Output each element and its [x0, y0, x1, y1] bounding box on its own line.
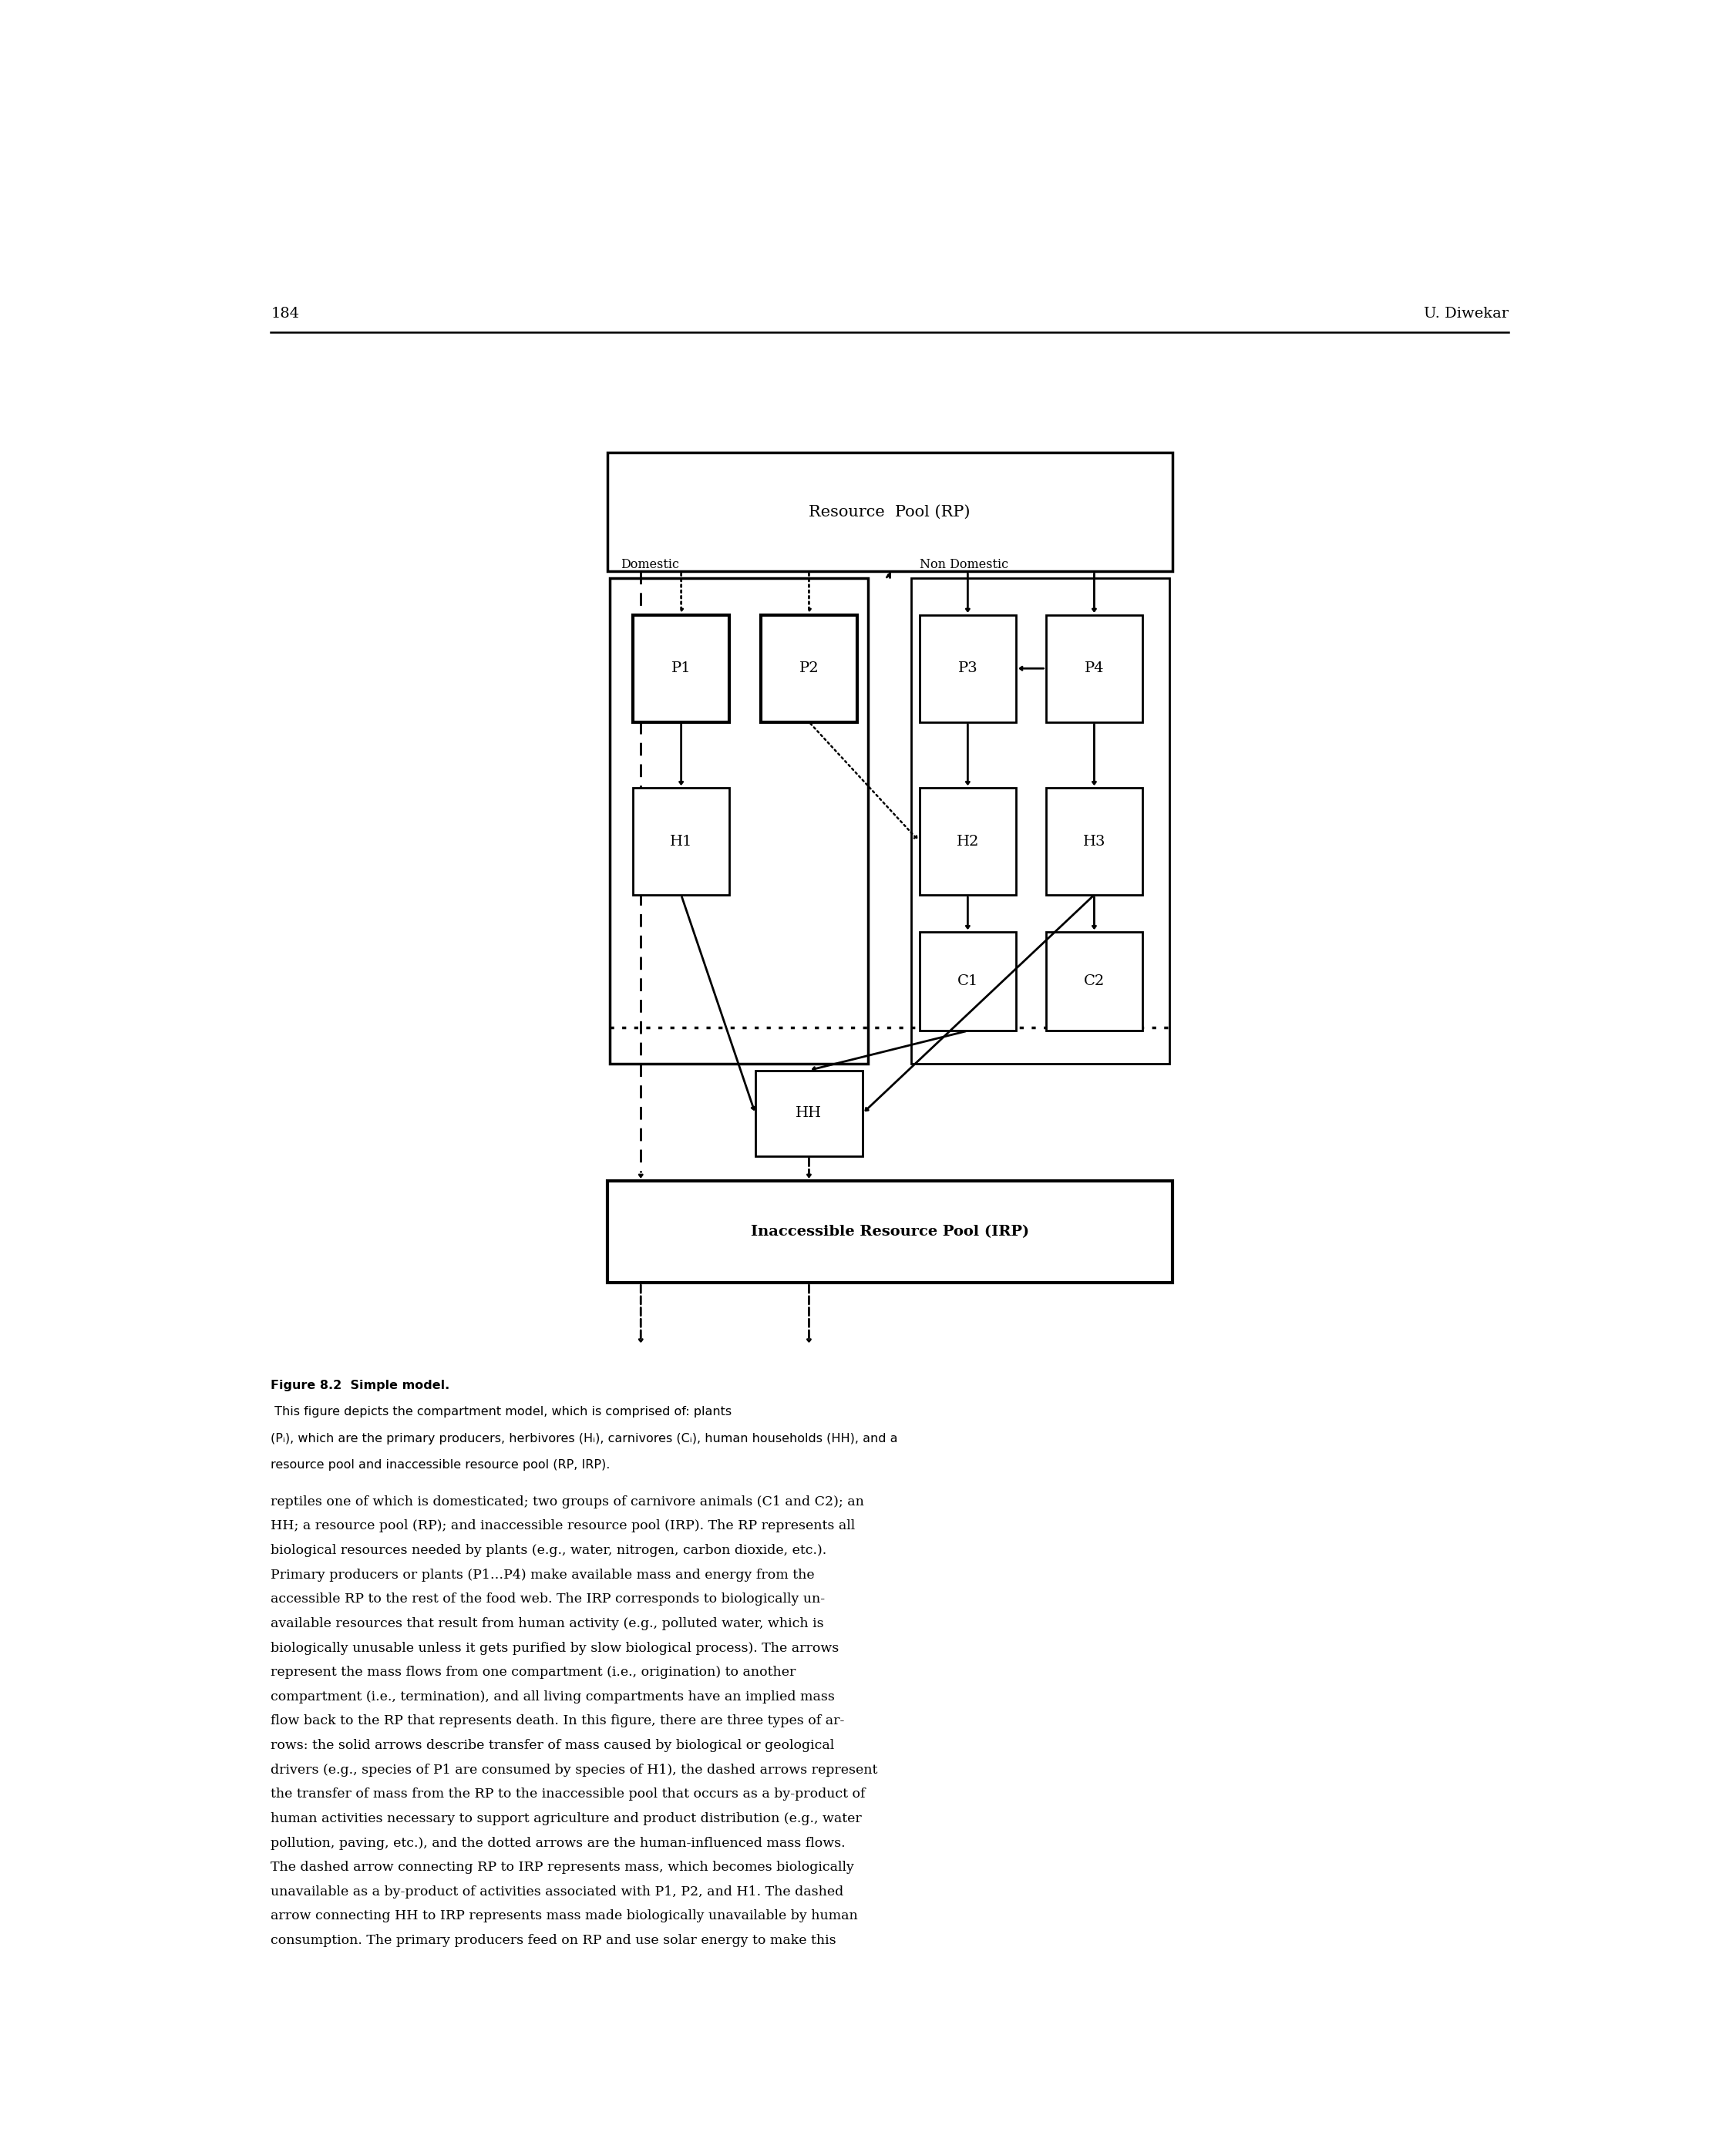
Text: P1: P1: [672, 661, 691, 676]
FancyBboxPatch shape: [1045, 787, 1142, 894]
Text: P2: P2: [799, 661, 819, 676]
FancyBboxPatch shape: [632, 614, 729, 723]
Text: H3: H3: [1083, 834, 1106, 849]
FancyBboxPatch shape: [920, 787, 1016, 894]
FancyBboxPatch shape: [920, 933, 1016, 1031]
Text: H2: H2: [957, 834, 979, 849]
Text: HH: HH: [795, 1106, 823, 1121]
Text: resource pool and inaccessible resource pool (RP, IRP).: resource pool and inaccessible resource …: [271, 1459, 611, 1472]
FancyBboxPatch shape: [609, 578, 868, 1063]
FancyBboxPatch shape: [608, 453, 1172, 571]
Text: 184: 184: [271, 308, 299, 321]
Text: pollution, paving, etc.), and the dotted arrows are the human-influenced mass fl: pollution, paving, etc.), and the dotted…: [271, 1837, 845, 1850]
Text: available resources that result from human activity (e.g., polluted water, which: available resources that result from hum…: [271, 1617, 825, 1630]
Text: represent the mass flows from one compartment (i.e., origination) to another: represent the mass flows from one compar…: [271, 1666, 797, 1679]
Text: accessible RP to the rest of the food web. The IRP corresponds to biologically u: accessible RP to the rest of the food we…: [271, 1594, 825, 1606]
FancyBboxPatch shape: [911, 578, 1170, 1063]
Text: reptiles one of which is domesticated; two groups of carnivore animals (C1 and C: reptiles one of which is domesticated; t…: [271, 1495, 865, 1508]
Text: This figure depicts the compartment model, which is comprised of: plants: This figure depicts the compartment mode…: [271, 1405, 733, 1418]
Text: the transfer of mass from the RP to the inaccessible pool that occurs as a by-pr: the transfer of mass from the RP to the …: [271, 1788, 866, 1801]
Text: biological resources needed by plants (e.g., water, nitrogen, carbon dioxide, et: biological resources needed by plants (e…: [271, 1544, 826, 1557]
Text: unavailable as a by-product of activities associated with P1, P2, and H1. The da: unavailable as a by-product of activitie…: [271, 1884, 844, 1899]
FancyBboxPatch shape: [755, 1070, 863, 1155]
Text: consumption. The primary producers feed on RP and use solar energy to make this: consumption. The primary producers feed …: [271, 1934, 837, 1946]
Text: P3: P3: [958, 661, 977, 676]
FancyBboxPatch shape: [1045, 614, 1142, 723]
Text: Primary producers or plants (P1…P4) make available mass and energy from the: Primary producers or plants (P1…P4) make…: [271, 1568, 814, 1581]
Text: drivers (e.g., species of P1 are consumed by species of H1), the dashed arrows r: drivers (e.g., species of P1 are consume…: [271, 1763, 878, 1778]
Text: biologically unusable unless it gets purified by slow biological process). The a: biologically unusable unless it gets pur…: [271, 1641, 838, 1656]
Text: compartment (i.e., termination), and all living compartments have an implied mas: compartment (i.e., termination), and all…: [271, 1690, 835, 1703]
Text: HH; a resource pool (RP); and inaccessible resource pool (IRP). The RP represent: HH; a resource pool (RP); and inaccessib…: [271, 1519, 856, 1534]
Text: C1: C1: [957, 975, 979, 988]
FancyBboxPatch shape: [920, 614, 1016, 723]
Text: arrow connecting HH to IRP represents mass made biologically unavailable by huma: arrow connecting HH to IRP represents ma…: [271, 1910, 858, 1923]
Text: flow back to the RP that represents death. In this figure, there are three types: flow back to the RP that represents deat…: [271, 1715, 845, 1728]
FancyBboxPatch shape: [1045, 933, 1142, 1031]
Text: human activities necessary to support agriculture and product distribution (e.g.: human activities necessary to support ag…: [271, 1812, 861, 1825]
Text: Domestic: Domestic: [621, 558, 679, 571]
Text: U. Diwekar: U. Diwekar: [1424, 308, 1509, 321]
Text: H1: H1: [670, 834, 693, 849]
FancyBboxPatch shape: [760, 614, 858, 723]
FancyBboxPatch shape: [608, 1181, 1172, 1283]
FancyBboxPatch shape: [632, 787, 729, 894]
Text: Non Domestic: Non Domestic: [920, 558, 1009, 571]
Text: C2: C2: [1083, 975, 1104, 988]
Text: rows: the solid arrows describe transfer of mass caused by biological or geologi: rows: the solid arrows describe transfer…: [271, 1739, 835, 1752]
Text: (Pᵢ), which are the primary producers, herbivores (Hᵢ), carnivores (Cᵢ), human h: (Pᵢ), which are the primary producers, h…: [271, 1433, 898, 1444]
Text: The dashed arrow connecting RP to IRP represents mass, which becomes biologicall: The dashed arrow connecting RP to IRP re…: [271, 1861, 854, 1874]
Text: Inaccessible Resource Pool (IRP): Inaccessible Resource Pool (IRP): [750, 1226, 1029, 1238]
Text: P4: P4: [1085, 661, 1104, 676]
Text: Figure 8.2  Simple model.: Figure 8.2 Simple model.: [271, 1380, 450, 1392]
Text: Resource  Pool (RP): Resource Pool (RP): [809, 505, 970, 520]
